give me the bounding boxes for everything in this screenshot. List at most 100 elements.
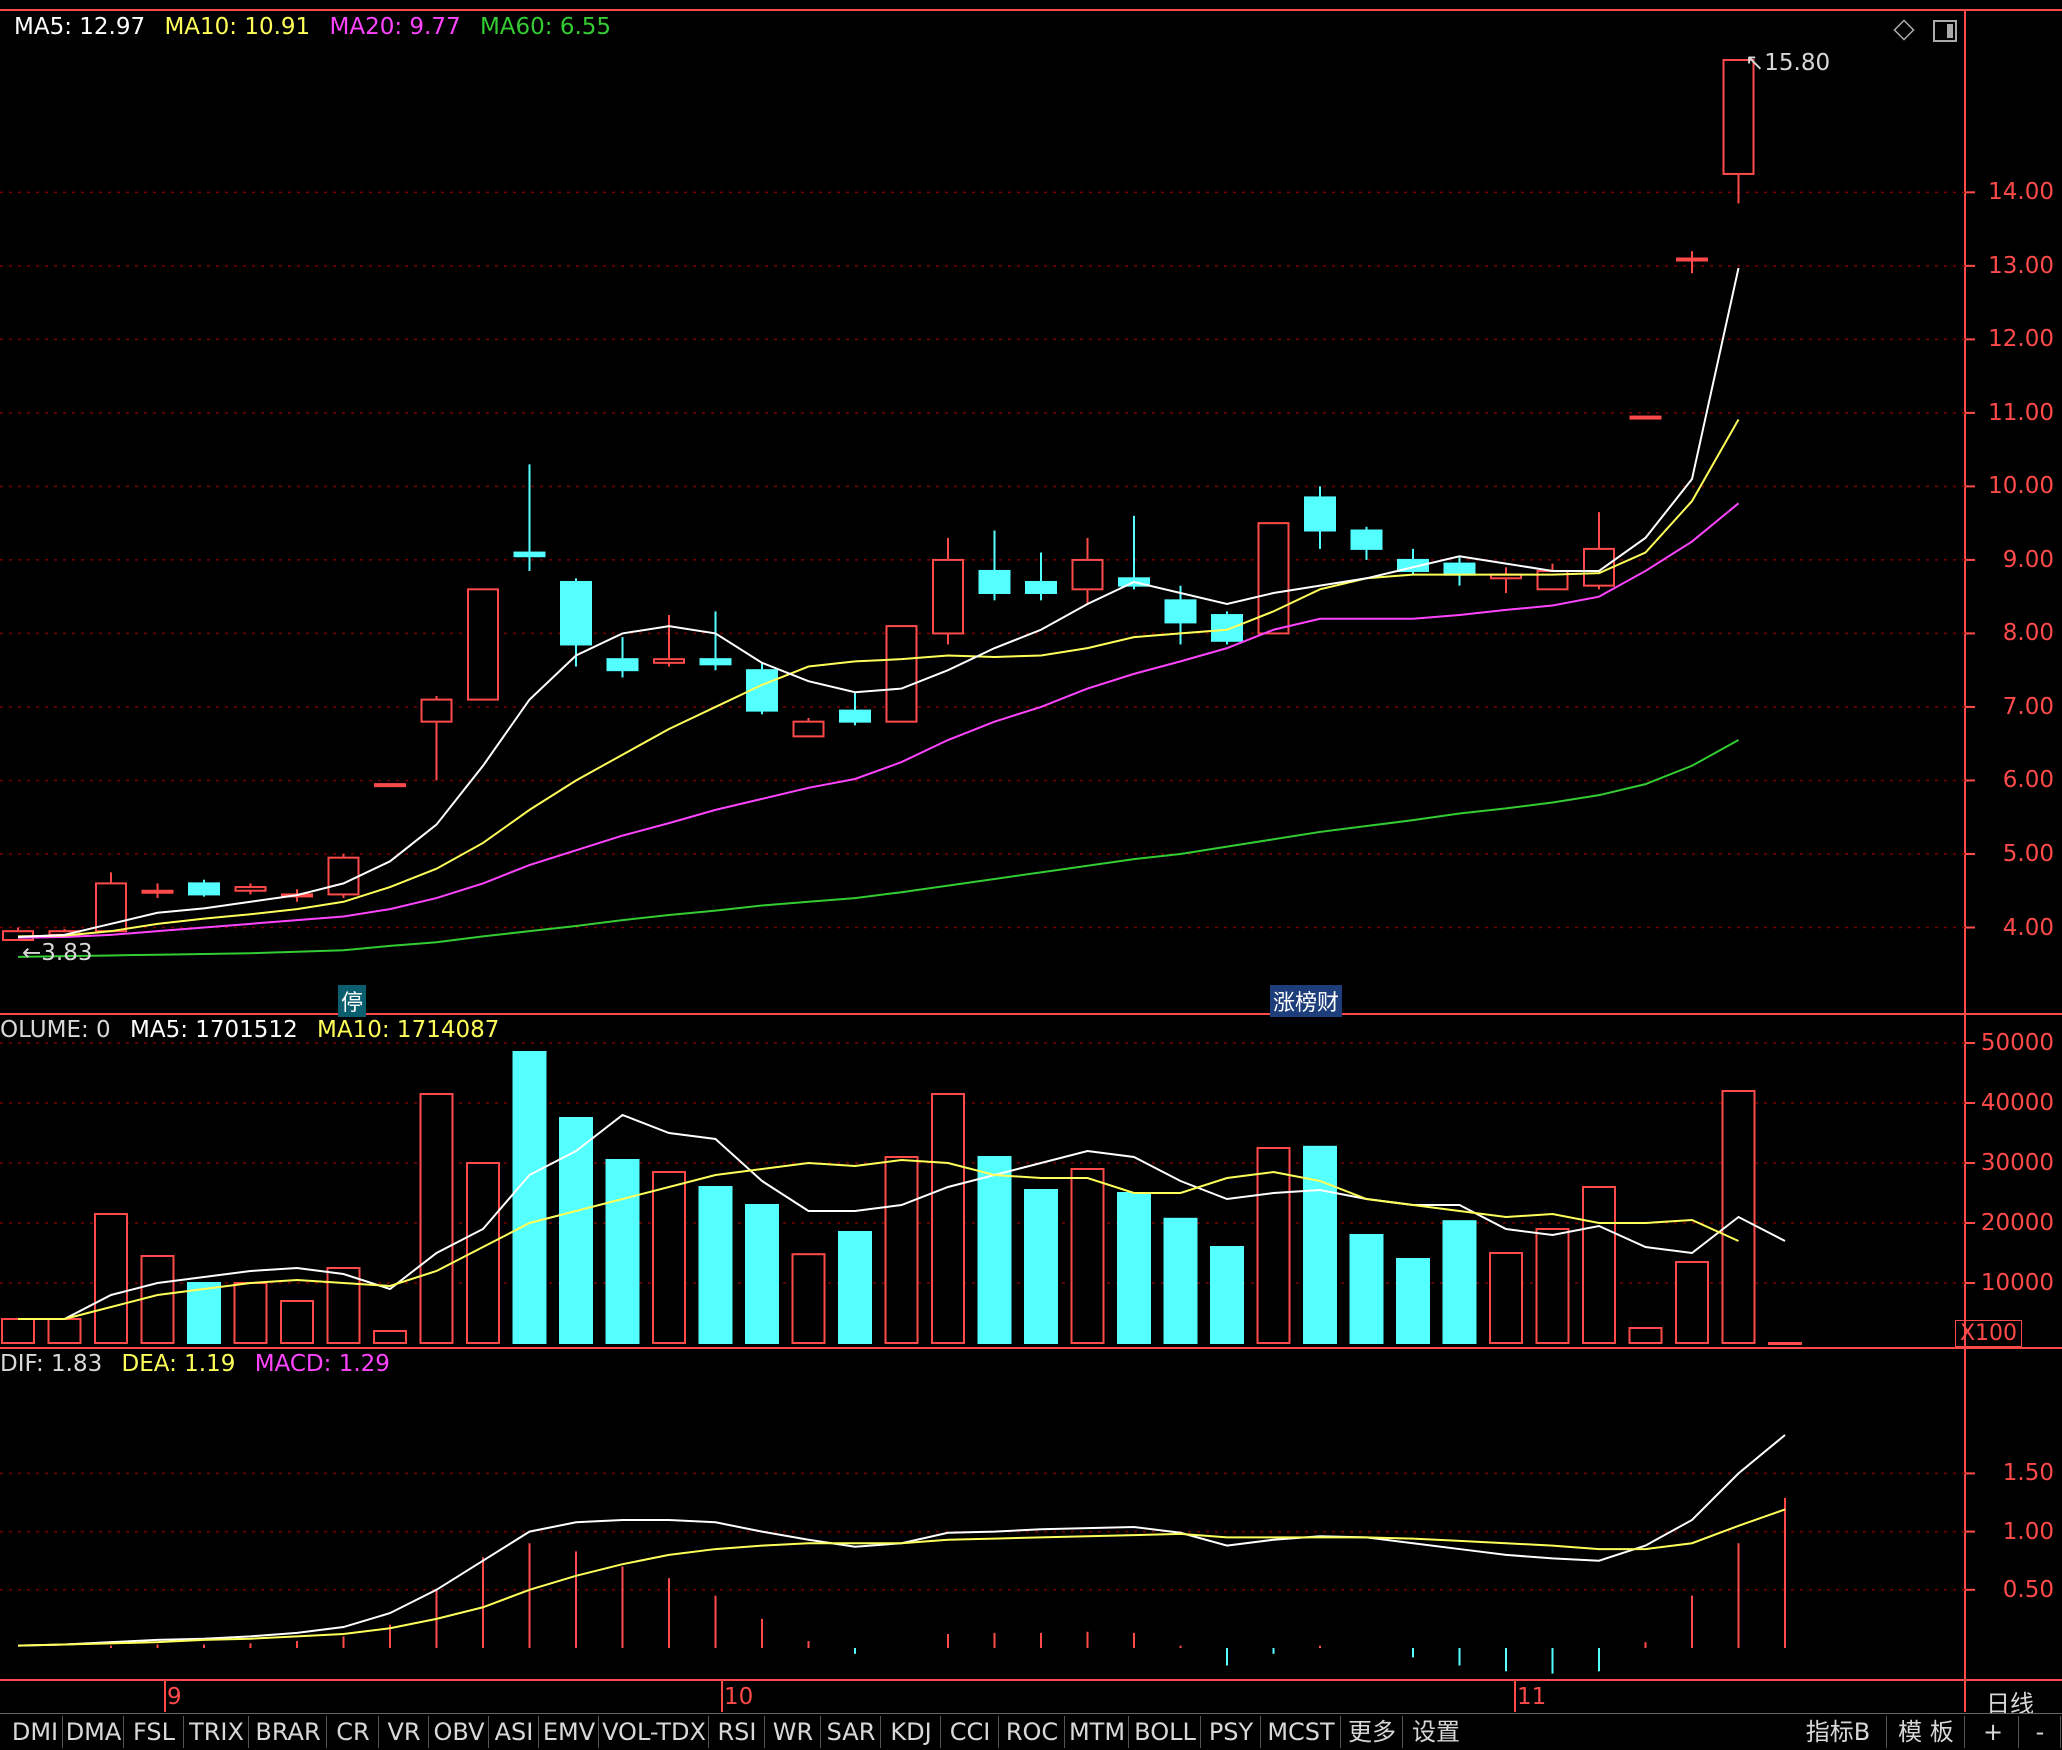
tab-mtm[interactable]: MTM [1066,1716,1129,1748]
ma20-legend: MA20: 9.77 [329,14,461,40]
candle-body [1071,558,1104,591]
tab-vol-tdx[interactable]: VOL-TDX [600,1716,709,1748]
volume-bar [47,1318,82,1344]
tab-rsi[interactable]: RSI [710,1716,765,1748]
price-tick-label: 12.00 [1988,326,2054,353]
candle-body [141,889,174,894]
tab-boll[interactable]: BOLL [1130,1716,1201,1748]
tab-roc[interactable]: ROC [1000,1716,1065,1748]
tab-fsl[interactable]: FSL [125,1716,184,1748]
tab-trix[interactable]: TRIX [185,1716,249,1748]
tab-brar[interactable]: BRAR [250,1716,327,1748]
x-axis-label: 10 [724,1684,754,1710]
price-tick-label: 10.00 [1988,473,2054,500]
volume-bar [559,1117,593,1344]
volume-tick-label: 50000 [1980,1030,2054,1056]
candle-body [1722,59,1755,175]
volume-ma5-line [18,1113,1786,1320]
candle-body [699,658,732,666]
panel-toggle-icon[interactable] [1933,20,1957,42]
macd-value-legend: MACD: 1.29 [254,1351,390,1377]
volume-bar [1210,1246,1244,1344]
volume-tick-label: 30000 [1980,1150,2054,1176]
volume-bar [1582,1186,1616,1344]
volume-bar [140,1255,175,1344]
price-tick-label: 5.00 [2002,840,2054,867]
volume-tick-label: 10000 [1980,1270,2054,1296]
candle-body [1629,415,1662,420]
volume-bar [1117,1192,1151,1344]
right-tab-0[interactable]: 指标B [1790,1716,1887,1748]
price-tick-label: 7.00 [2002,693,2054,720]
dea-line [17,1508,1786,1647]
volume-bar [931,1093,965,1344]
candle-body [327,856,360,896]
volume-bar [605,1159,640,1344]
candle-body [792,720,825,738]
volume-bar [187,1282,221,1344]
price-tick-label: 6.00 [2002,767,2054,794]
candle-body [234,886,267,892]
news-marker[interactable]: 涨榜财 [1270,985,1343,1017]
candle-body [1211,614,1243,642]
price-tick-label: 9.00 [2002,546,2054,573]
tab-sar[interactable]: SAR [822,1716,881,1748]
volume-bar [466,1162,500,1344]
price-tick-label: 11.00 [1988,399,2054,426]
candle-body [1304,496,1336,532]
candle-body [420,698,453,723]
candle-body [606,658,639,672]
volume-bar [326,1267,361,1344]
candle-body [1025,580,1057,594]
volume-bar [233,1282,268,1344]
volume-bar [373,1330,407,1344]
right-tab-1[interactable]: 模 板 [1888,1716,1965,1748]
volume-bar [1489,1252,1523,1344]
tab-obv[interactable]: OBV [430,1716,489,1748]
volume-bar [1070,1168,1105,1344]
volume-bar [977,1156,1012,1344]
tab-更多[interactable]: 更多 [1342,1716,1403,1748]
volume-bar [1,1318,35,1344]
tab-cr[interactable]: CR [328,1716,379,1748]
price-tick-label: 13.00 [1988,252,2054,279]
candle-body [839,709,871,723]
price-tick-label: 14.00 [1988,179,2054,206]
candle-body [1583,547,1615,587]
dif-line [17,1434,1786,1647]
tab-cci[interactable]: CCI [942,1716,999,1748]
tab-psy[interactable]: PSY [1202,1716,1261,1748]
tab-wr[interactable]: WR [766,1716,821,1748]
macd-tick-label: 1.50 [2002,1460,2054,1487]
candle-body [1350,529,1383,550]
volume-label: OLUME: 0 [0,1017,111,1043]
tab-vr[interactable]: VR [380,1716,429,1748]
tab-kdj[interactable]: KDJ [882,1716,941,1748]
right-tab-3[interactable]: - [2020,1716,2061,1748]
right-tab-2[interactable]: + [1968,1716,2019,1748]
candle-body [374,783,406,788]
volume-bar [280,1300,314,1344]
suspend-marker[interactable]: 停 [338,985,367,1017]
tab-mcst[interactable]: MCST [1262,1716,1341,1748]
volume-bar [1303,1145,1337,1345]
tab-asi[interactable]: ASI [490,1716,539,1748]
macd-legend: DIF: 1.83 DEA: 1.19 MACD: 1.29 [0,1351,402,1377]
volume-bar [698,1186,733,1344]
volume-bar [1024,1189,1058,1344]
volume-bar [1163,1217,1198,1345]
candle-body [1443,562,1476,576]
ma5-line [17,267,1740,939]
tab-设置[interactable]: 设置 [1412,1718,1460,1746]
macd-tick-label: 1.00 [2002,1518,2054,1545]
tab-dma[interactable]: DMA [64,1716,124,1748]
tab-dmi[interactable]: DMI [8,1716,63,1748]
ma10-line [17,419,1740,938]
volume-bar [1349,1234,1384,1344]
high-annotation: ↖15.80 [1745,50,1831,76]
candle-body [188,882,220,896]
x-axis-label: 9 [167,1684,182,1710]
volume-unit-label: X100 [1954,1320,2022,1347]
tab-emv[interactable]: EMV [540,1716,599,1748]
